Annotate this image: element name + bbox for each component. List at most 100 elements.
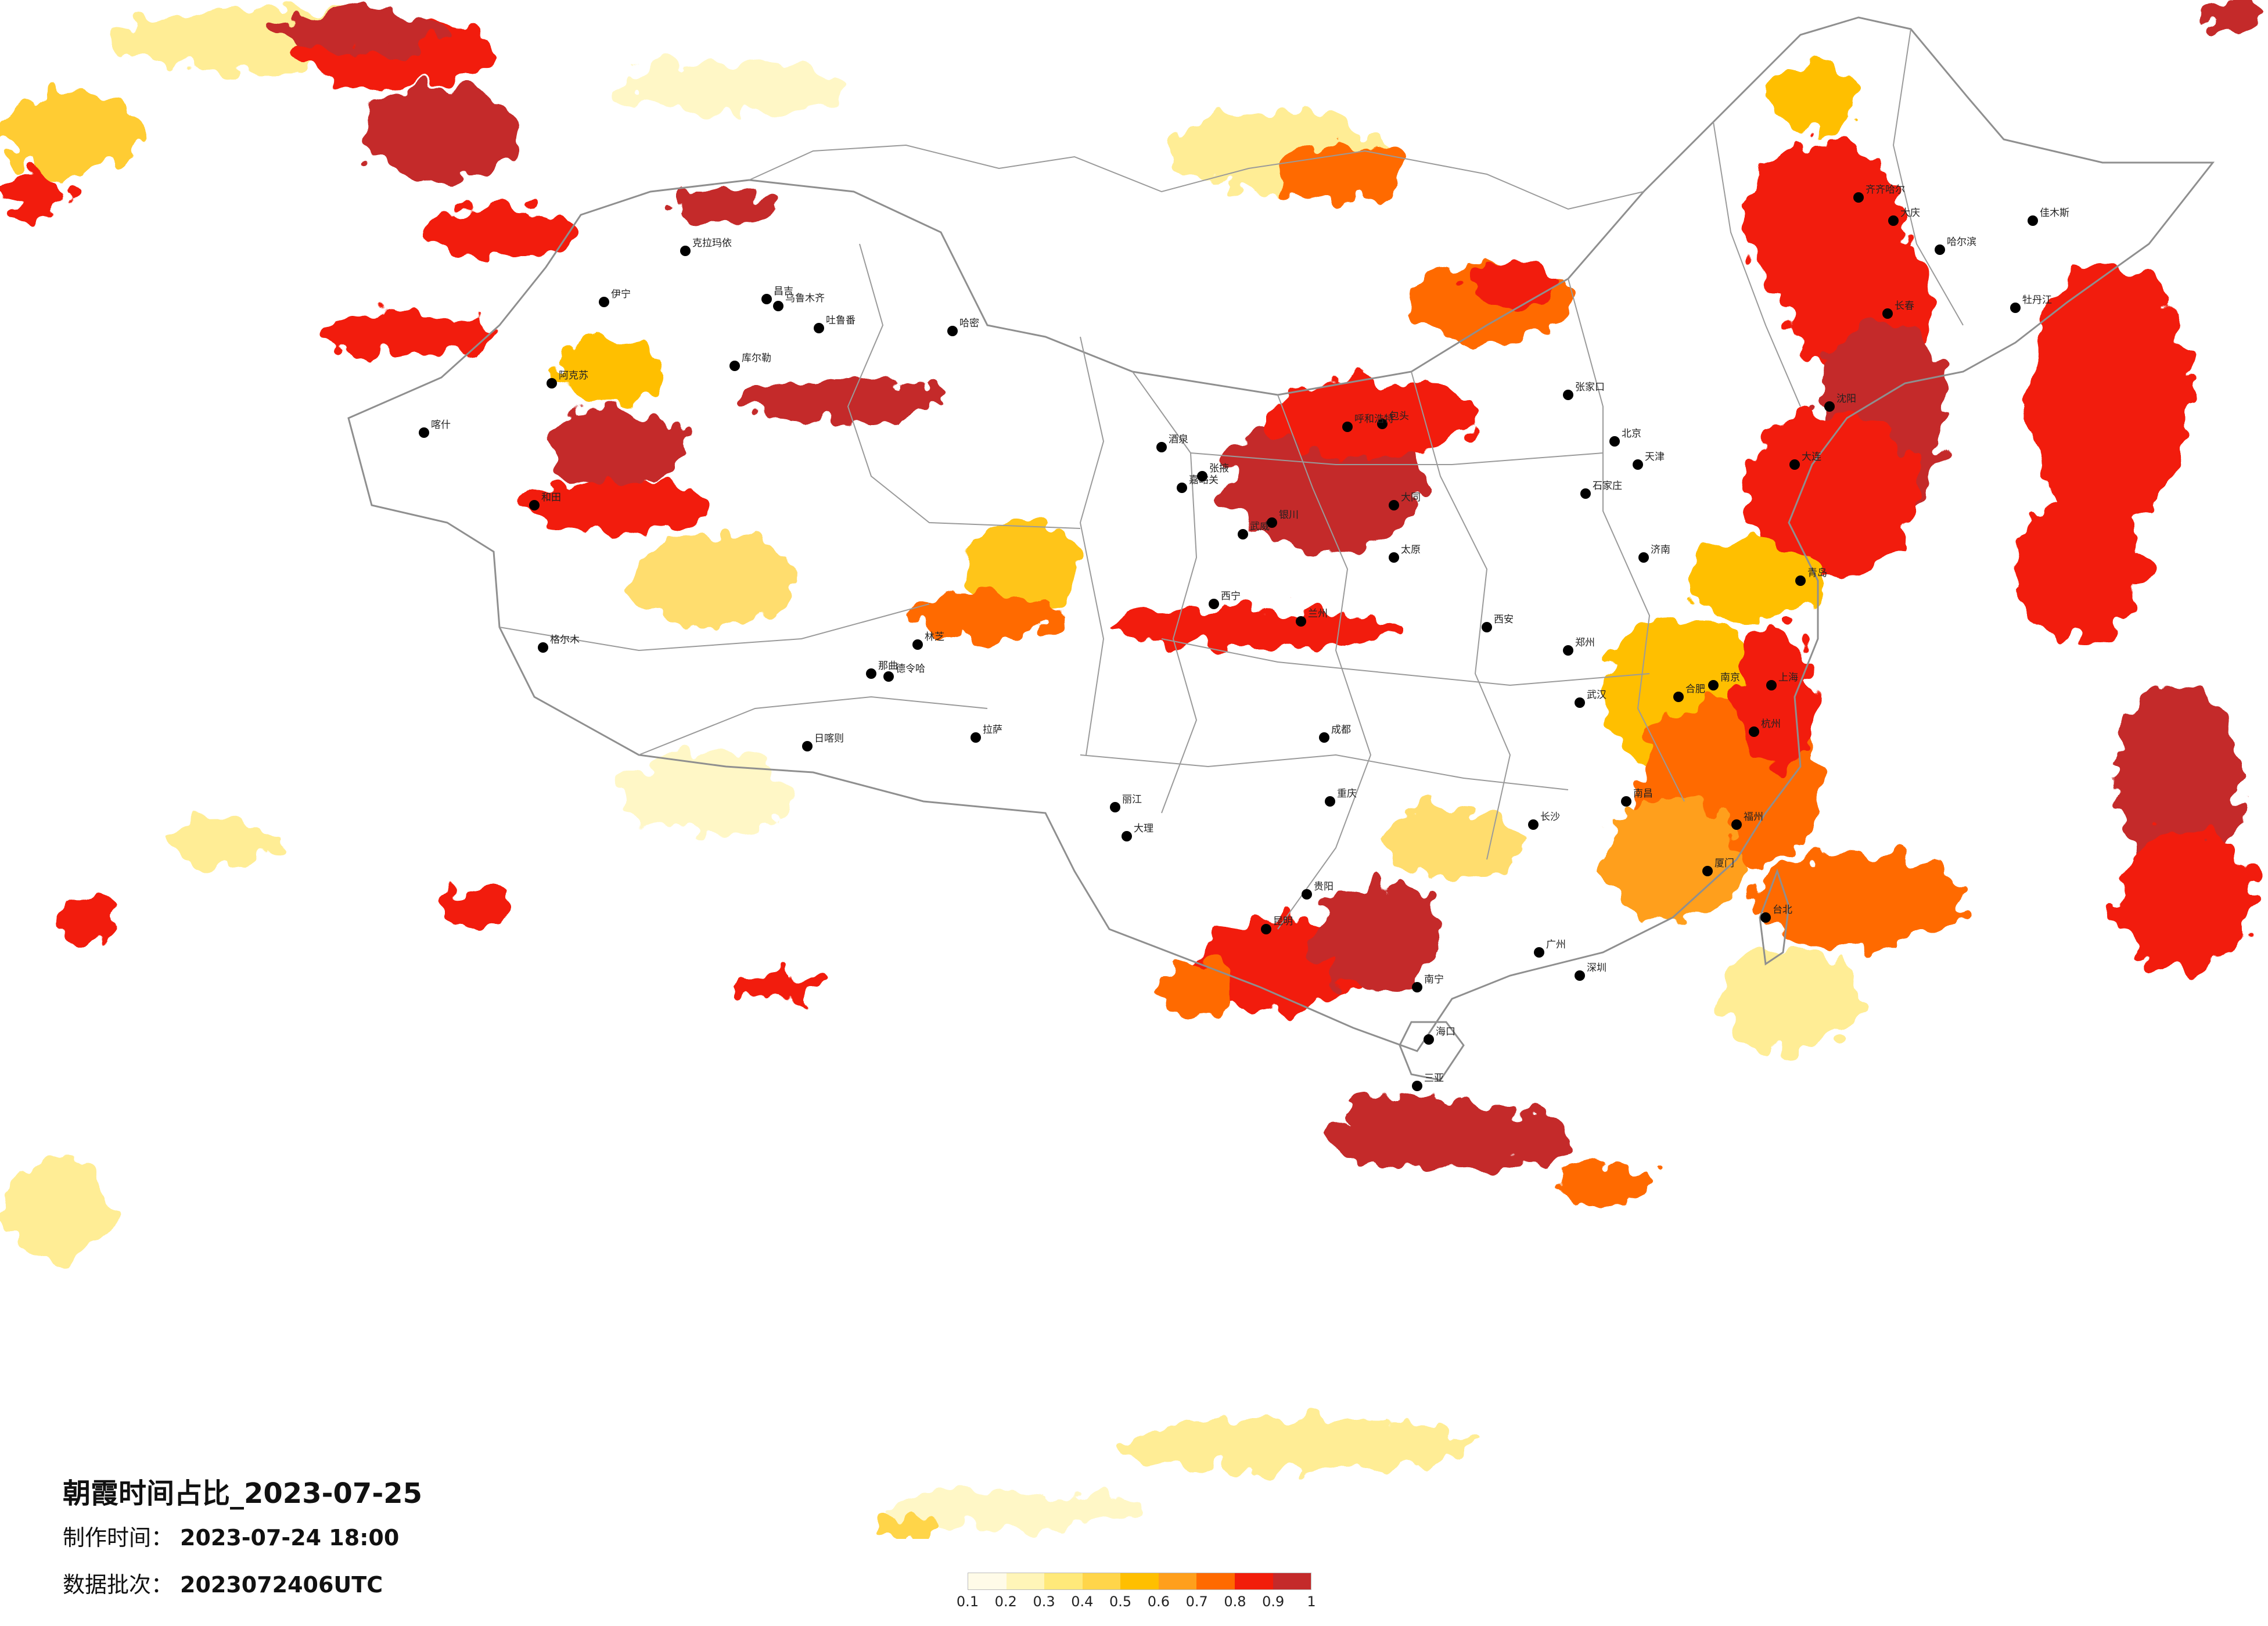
city-dot: [2028, 215, 2038, 226]
city-label: 库尔勒: [742, 352, 771, 364]
city-dot: [538, 642, 548, 653]
city-label: 北京: [1622, 428, 1641, 440]
city-label: 南宁: [1424, 974, 1444, 985]
city-label: 喀什: [431, 419, 451, 431]
city-dot: [1197, 471, 1207, 481]
made-time-label: 制作时间：: [63, 1525, 174, 1551]
city-dot: [947, 326, 958, 336]
city-label: 南昌: [1633, 788, 1653, 800]
city-label: 兰州: [1308, 608, 1328, 620]
city-dot: [1621, 796, 1631, 807]
legend-swatch: [968, 1573, 1007, 1589]
mongolia-border: [749, 144, 1644, 210]
city-label: 大理: [1134, 823, 1153, 834]
legend-tick-label: 0.6: [1147, 1593, 1170, 1610]
city-dot: [1609, 436, 1620, 447]
city-dot: [883, 671, 894, 682]
city-label: 天津: [1645, 451, 1665, 463]
city-label: 拉萨: [983, 724, 1002, 736]
city-dot: [1412, 1081, 1422, 1091]
city-label: 石家庄: [1593, 480, 1622, 492]
legend-swatch: [1120, 1573, 1159, 1589]
legend-tick-label: 0.2: [994, 1593, 1017, 1610]
city-label: 哈密: [959, 318, 979, 329]
city-dot: [1853, 192, 1864, 203]
city-label: 大连: [1802, 451, 1821, 463]
city-dot: [2010, 303, 2021, 313]
city-dot: [1342, 422, 1353, 432]
city-dot: [1389, 500, 1399, 510]
city-dot: [1673, 692, 1684, 702]
city-label: 哈尔滨: [1947, 236, 1976, 248]
city-dot: [1534, 947, 1544, 958]
city-label: 张家口: [1575, 382, 1605, 393]
city-label: 武威: [1250, 521, 1270, 533]
city-label: 太原: [1401, 544, 1421, 556]
city-label: 台北: [1773, 904, 1792, 916]
legend-tick-label: 0.3: [1033, 1593, 1055, 1610]
city-label: 郑州: [1575, 637, 1595, 649]
city-dot: [1424, 1034, 1434, 1045]
city-dot: [1888, 215, 1899, 226]
city-label: 和田: [541, 492, 561, 503]
data-batch-label: 数据批次：: [63, 1572, 174, 1598]
legend-swatch: [1158, 1573, 1197, 1589]
legend-colorbar: [968, 1573, 1311, 1590]
city-dot: [1528, 819, 1539, 830]
city-label: 吐鲁番: [826, 315, 856, 326]
city-dot: [1702, 866, 1713, 876]
city-dot: [1177, 483, 1187, 493]
city-dot: [1708, 680, 1719, 690]
city-label: 昆明: [1273, 916, 1293, 927]
city-dot: [599, 297, 609, 307]
city-label: 齐齐哈尔: [1866, 184, 1905, 196]
city-label: 重庆: [1337, 788, 1357, 800]
city-dot: [1122, 831, 1132, 841]
city-dot: [1563, 390, 1573, 400]
city-label: 丽江: [1122, 794, 1142, 805]
city-dot: [1156, 442, 1167, 452]
city-dot: [1110, 802, 1120, 812]
legend-swatch: [1006, 1573, 1045, 1589]
map-title: 朝霞时间占比_2023-07-25: [63, 1477, 423, 1510]
legend-swatch: [1044, 1573, 1083, 1589]
city-label: 济南: [1651, 544, 1670, 556]
city-label: 昌吉: [774, 286, 793, 297]
city-label: 佳木斯: [2040, 207, 2069, 219]
taiwan-border: [1759, 868, 1790, 966]
city-dot: [971, 732, 981, 743]
city-dot: [1325, 796, 1335, 807]
city-dot: [1633, 459, 1643, 470]
city-dot: [802, 741, 813, 751]
legend-ticks: 0.1 0.2 0.3 0.4 0.5 0.6 0.7 0.8 0.9 1: [957, 1593, 1316, 1613]
city-label: 贵阳: [1314, 881, 1334, 893]
city-dot: [1638, 552, 1649, 563]
city-dot: [1319, 732, 1329, 743]
city-label: 克拉玛依: [692, 238, 732, 249]
city-dot: [1238, 529, 1248, 539]
city-label: 日喀则: [814, 733, 844, 744]
data-batch-line: 数据批次： 2023072406UTC: [63, 1567, 383, 1599]
city-dot: [761, 294, 772, 304]
city-label: 成都: [1331, 724, 1351, 736]
city-label: 上海: [1778, 672, 1798, 684]
province-borders: [499, 28, 1964, 930]
city-label: 银川: [1279, 509, 1299, 521]
city-label: 阿克苏: [559, 370, 588, 382]
city-label: 格尔木: [550, 634, 580, 646]
city-dot: [912, 639, 923, 650]
city-dot: [1789, 459, 1800, 470]
city-label: 厦门: [1715, 858, 1734, 869]
legend-tick-label: 0.1: [956, 1593, 979, 1610]
city-dot: [1575, 697, 1585, 708]
city-label: 大庆: [1900, 207, 1920, 219]
legend-tick-label: 0.8: [1224, 1593, 1246, 1610]
city-dot: [1412, 982, 1422, 992]
city-label: 福州: [1744, 811, 1763, 823]
hainan-border: [1399, 1021, 1465, 1081]
city-dot: [1824, 401, 1835, 412]
legend-swatch: [1273, 1573, 1311, 1589]
